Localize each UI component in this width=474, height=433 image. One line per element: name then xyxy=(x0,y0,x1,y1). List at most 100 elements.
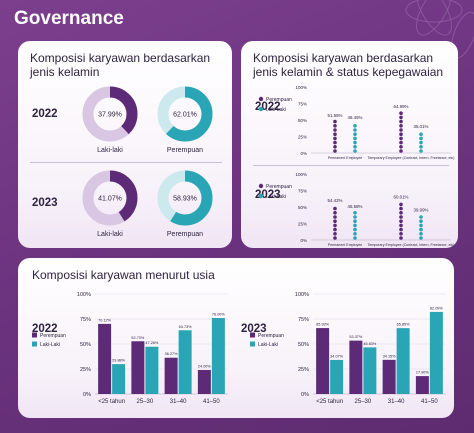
status-card-title: Komposisi karyawan berdasarkan jenis kel… xyxy=(253,51,444,79)
donut-value-label: 58.93% xyxy=(173,196,197,203)
female-label-2023: Perempuan xyxy=(166,231,204,238)
bar xyxy=(429,311,443,394)
dot-mark xyxy=(333,236,337,240)
donut-value-label: 62.01% xyxy=(173,112,197,119)
category-label: 41–50 xyxy=(421,399,438,405)
dot-mark xyxy=(399,115,403,120)
dot-mark xyxy=(419,236,423,240)
legend-label: Perempuan xyxy=(258,333,284,339)
dot-mark xyxy=(353,124,357,128)
category-label: 31–40 xyxy=(170,399,187,405)
category-label: Permanent Employee xyxy=(328,243,363,247)
legend-label: Perempuan xyxy=(266,184,292,190)
category-label: Temporary Employee (Contract, Intern, Fr… xyxy=(368,243,455,247)
age-chart-2022: 100% 75% 50% 25% 0% Perempuan Laki-Laki <25 tah… xyxy=(32,292,228,405)
bar xyxy=(112,364,126,394)
donut-value-label: 37.99% xyxy=(98,112,122,119)
y-tick-label: 75% xyxy=(80,317,91,323)
dot-mark xyxy=(353,227,357,232)
y-tick-label: 25% xyxy=(298,135,307,140)
value-label: 35.01% xyxy=(414,124,429,129)
bar xyxy=(211,318,225,394)
bar xyxy=(197,370,211,394)
legend-marker xyxy=(258,106,264,112)
legend-label: Laki-Laki xyxy=(40,342,60,348)
age-composition-card: Komposisi karyawan menurut usia 2022 202… xyxy=(18,258,454,418)
dot-mark xyxy=(419,215,423,219)
value-label: 48.45% xyxy=(348,115,363,120)
dot-mark xyxy=(353,232,357,236)
value-label: 63.73% xyxy=(179,325,193,329)
dot-mark xyxy=(419,136,423,141)
dot-mark xyxy=(419,223,423,228)
dot-mark xyxy=(333,232,337,236)
category-label: Permanent Employee xyxy=(328,156,363,160)
dot-mark xyxy=(399,227,403,232)
bar xyxy=(363,347,377,394)
gender-year-2023: 2023 xyxy=(32,197,58,209)
value-label: 45.58% xyxy=(348,204,363,209)
dot-mark xyxy=(399,149,403,153)
category-label: <25 tahun xyxy=(98,399,125,405)
value-label: 51.55% xyxy=(328,113,343,118)
dot-mark xyxy=(333,128,337,132)
bar xyxy=(164,357,178,394)
status-chart-2023: 100% 75% 50% 25% 0% Perempuan Laki-Laki Permane… xyxy=(258,172,455,247)
dot-mark xyxy=(399,111,403,115)
value-label: 34.07% xyxy=(330,354,344,358)
legend-swatch xyxy=(32,332,37,338)
y-tick-label: 25% xyxy=(298,367,309,373)
legend-marker xyxy=(258,183,264,189)
page-title: Governance xyxy=(14,8,124,29)
dot-mark xyxy=(399,140,403,145)
dot-mark xyxy=(333,132,337,136)
legend-label: Perempuan xyxy=(266,97,292,103)
category-label: 25–30 xyxy=(355,399,372,405)
category-label: 41–50 xyxy=(203,399,220,405)
legend-marker xyxy=(258,96,264,102)
donut-segment xyxy=(157,170,213,226)
dot-mark xyxy=(333,215,337,219)
gender-composition-card: Komposisi karyawan berdasarkan jenis kel… xyxy=(18,41,232,248)
value-label: 70.12% xyxy=(98,318,112,322)
donut-segment xyxy=(82,170,138,226)
dot-mark xyxy=(399,236,403,240)
bar xyxy=(415,376,429,394)
dot-mark xyxy=(333,124,337,128)
y-tick-label: 50% xyxy=(298,205,307,210)
y-tick-label: 100% xyxy=(77,292,91,298)
donut-female-2023: 58.93% xyxy=(157,170,213,226)
dot-mark xyxy=(419,219,423,223)
value-label: 17.90% xyxy=(416,371,430,375)
category-label: Temporary Employee (Contract, Intern, Fr… xyxy=(368,156,455,160)
legend-swatch xyxy=(250,341,255,347)
y-tick-label: 25% xyxy=(298,222,307,227)
gender-card-title: Komposisi karyawan berdasarkan jenis kel… xyxy=(30,51,211,79)
dot-mark xyxy=(333,227,337,232)
donut-male-2022: 37.99% xyxy=(82,86,138,142)
dot-mark xyxy=(333,136,337,141)
y-tick-label: 0% xyxy=(300,151,307,156)
value-label: 36.27% xyxy=(165,352,179,356)
gender-year-2022: 2022 xyxy=(32,108,58,120)
dot-mark xyxy=(353,223,357,228)
y-tick-label: 100% xyxy=(295,172,307,177)
bar xyxy=(396,328,410,394)
value-label: 54.42% xyxy=(328,198,343,203)
legend-label: Perempuan xyxy=(40,333,66,339)
dot-mark xyxy=(353,145,357,149)
value-label: 60.01% xyxy=(394,194,409,199)
legend-label: Laki-Laki xyxy=(266,194,286,200)
dot-mark xyxy=(419,140,423,145)
legend-label: Laki-Laki xyxy=(266,107,286,113)
dot-mark xyxy=(353,236,357,240)
dot-mark xyxy=(419,132,423,136)
y-tick-label: 100% xyxy=(295,85,307,90)
y-tick-label: 75% xyxy=(298,102,307,107)
category-label: 31–40 xyxy=(388,399,405,405)
category-label: 25–30 xyxy=(137,399,154,405)
value-label: 52.73% xyxy=(131,336,145,340)
y-tick-label: 50% xyxy=(298,342,309,348)
y-tick-label: 0% xyxy=(301,392,309,398)
value-label: 64.99% xyxy=(394,104,409,109)
